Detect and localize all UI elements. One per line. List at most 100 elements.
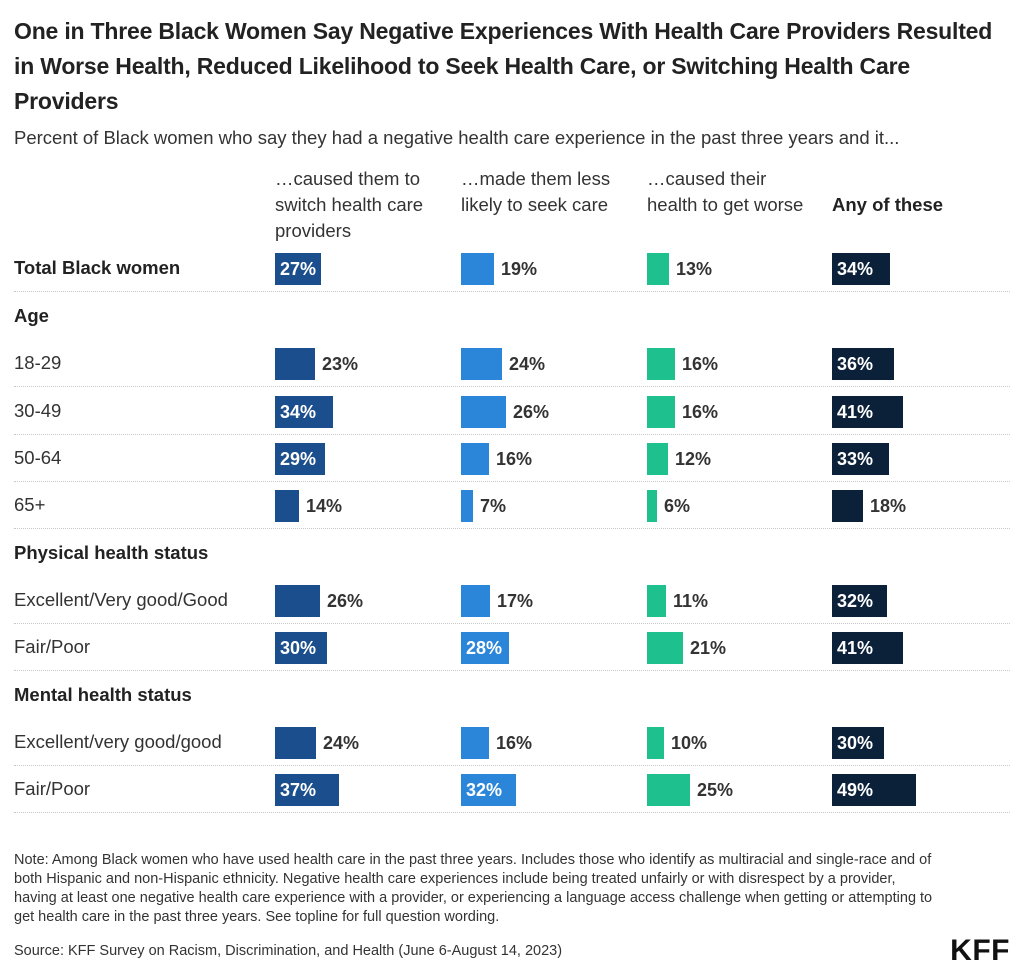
row-label: 30-49 (14, 400, 62, 421)
column-header-less-likely: …made them less likely to seek care (461, 168, 611, 215)
data-label-any: 18% (870, 496, 907, 516)
data-label-worse: 16% (682, 402, 719, 422)
row-label: 50-64 (14, 447, 62, 468)
data-label-worse: 13% (676, 259, 713, 279)
bar-less_likely (461, 253, 494, 285)
bar-any (832, 490, 863, 522)
data-label-less_likely: 32% (466, 780, 503, 800)
row-divider (14, 291, 1010, 292)
bar-worse (647, 253, 669, 285)
bar-any (832, 443, 889, 475)
column-header-any: Any of these (832, 194, 944, 215)
data-label-worse: 25% (697, 780, 734, 800)
data-label-any: 32% (837, 591, 874, 611)
data-label-less_likely: 24% (509, 354, 546, 374)
bar-less_likely (461, 774, 516, 806)
bar-switch (275, 632, 327, 664)
bar-switch (275, 490, 299, 522)
row-label: Total Black women (14, 257, 181, 278)
data-label-worse: 16% (682, 354, 719, 374)
bar-any (832, 585, 887, 617)
bar-less_likely (461, 490, 473, 522)
data-label-any: 33% (837, 449, 874, 469)
chart-subtitle: Percent of Black women who say they had … (14, 127, 900, 148)
row-label: Fair/Poor (14, 778, 91, 799)
bar-switch (275, 348, 315, 380)
row-divider (14, 481, 1010, 482)
data-label-worse: 21% (690, 638, 727, 658)
data-label-switch: 14% (306, 496, 343, 516)
data-label-less_likely: 16% (496, 449, 533, 469)
bar-less_likely (461, 727, 489, 759)
data-label-any: 41% (837, 402, 874, 422)
chart-title: One in Three Black Women Say Negative Ex… (14, 18, 993, 114)
bar-any (832, 632, 903, 664)
row-divider (14, 623, 1010, 624)
data-label-worse: 6% (664, 496, 691, 516)
bar-switch (275, 396, 333, 428)
bar-less_likely (461, 396, 506, 428)
bar-switch (275, 253, 321, 285)
row-divider (14, 765, 1010, 766)
bar-any (832, 348, 894, 380)
row-label: Excellent/very good/good (14, 731, 222, 752)
data-label-any: 49% (837, 780, 874, 800)
bar-worse (647, 348, 675, 380)
data-label-worse: 10% (671, 733, 708, 753)
column-header-worse: …caused their health to get worse (647, 168, 804, 215)
bar-any (832, 253, 890, 285)
data-label-less_likely: 28% (466, 638, 503, 658)
column-header-switch: …caused them to switch health care provi… (275, 168, 424, 241)
data-label-switch: 29% (280, 449, 317, 469)
data-label-worse: 12% (675, 449, 712, 469)
bar-worse (647, 585, 666, 617)
data-label-any: 36% (837, 354, 874, 374)
data-label-any: 30% (837, 733, 874, 753)
row-divider (14, 434, 1010, 435)
bar-any (832, 727, 884, 759)
bar-switch (275, 443, 325, 475)
group-heading: Physical health status (14, 542, 209, 563)
data-label-less_likely: 17% (497, 591, 534, 611)
bar-worse (647, 490, 657, 522)
data-label-any: 41% (837, 638, 874, 658)
bar-any (832, 774, 916, 806)
row-divider (14, 670, 1010, 671)
row-label: 18-29 (14, 352, 62, 373)
data-label-switch: 34% (280, 402, 317, 422)
group-heading: Age (14, 305, 49, 326)
chart-note: Note: Among Black women who have used he… (14, 852, 933, 925)
data-label-less_likely: 26% (513, 402, 550, 422)
bar-worse (647, 774, 690, 806)
bar-any (832, 396, 903, 428)
bar-switch (275, 727, 316, 759)
data-label-less_likely: 19% (501, 259, 538, 279)
kff-logo: KFF (950, 934, 1010, 967)
bar-worse (647, 727, 664, 759)
bar-less_likely (461, 348, 502, 380)
data-label-worse: 11% (673, 591, 709, 611)
data-label-switch: 37% (280, 780, 317, 800)
group-heading: Mental health status (14, 684, 192, 705)
data-label-switch: 26% (327, 591, 364, 611)
bar-switch (275, 774, 339, 806)
data-label-less_likely: 16% (496, 733, 533, 753)
data-label-switch: 23% (322, 354, 359, 374)
row-divider (14, 386, 1010, 387)
data-label-any: 34% (837, 259, 874, 279)
bar-less_likely (461, 443, 489, 475)
chart-source: Source: KFF Survey on Racism, Discrimina… (14, 943, 563, 959)
bar-switch (275, 585, 320, 617)
data-label-switch: 30% (280, 638, 317, 658)
data-label-less_likely: 7% (480, 496, 507, 516)
bar-less_likely (461, 585, 490, 617)
data-label-switch: 27% (280, 259, 317, 279)
row-label: Excellent/Very good/Good (14, 589, 228, 610)
bar-worse (647, 632, 683, 664)
row-divider (14, 528, 1010, 529)
data-label-switch: 24% (323, 733, 360, 753)
bar-worse (647, 443, 668, 475)
bar-less_likely (461, 632, 509, 664)
row-label: Fair/Poor (14, 636, 91, 657)
bar-worse (647, 396, 675, 428)
